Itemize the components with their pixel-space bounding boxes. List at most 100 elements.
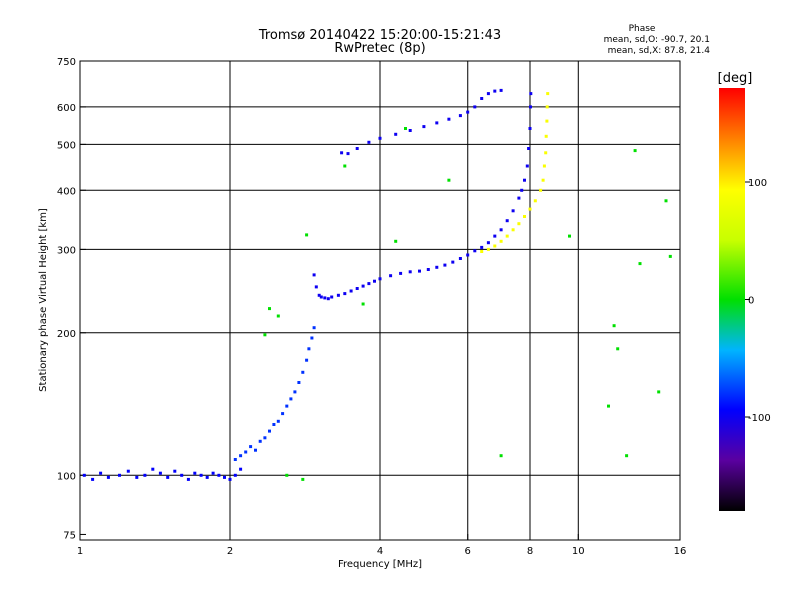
data-point (458, 257, 462, 260)
data-point (228, 477, 232, 481)
data-point (263, 436, 267, 440)
data-point (473, 249, 477, 253)
data-point (447, 117, 451, 121)
data-point (310, 336, 314, 340)
x-tick-label: 4 (377, 546, 383, 557)
data-point (367, 140, 371, 144)
axis-ticks: 1 2 4 6 8 10 16 75 100 200 300 400 500 600 750 (57, 57, 686, 557)
data-point (542, 164, 546, 168)
data-point (466, 110, 470, 114)
colorbar-tick-label: 100 (748, 178, 767, 189)
data-point (499, 228, 503, 232)
data-point (480, 250, 484, 253)
x-tick-label: 6 (465, 546, 471, 557)
data-point (408, 270, 412, 274)
data-point (612, 324, 616, 328)
y-tick-label: 100 (57, 471, 76, 482)
data-point (340, 151, 344, 155)
data-point (346, 152, 350, 156)
data-point (82, 473, 86, 477)
data-point (336, 293, 340, 297)
data-point (529, 92, 533, 96)
data-point (319, 295, 323, 299)
data-point (239, 467, 243, 471)
data-point (343, 164, 347, 168)
data-point (211, 471, 215, 475)
data-point (408, 129, 412, 132)
data-point (473, 105, 477, 109)
data-point (404, 127, 407, 130)
data-point (493, 244, 497, 248)
data-point (505, 219, 509, 223)
data-point (276, 419, 280, 423)
data-point (186, 477, 190, 481)
data-point (373, 279, 376, 283)
x-tick-label: 16 (674, 546, 687, 557)
data-point (528, 127, 532, 130)
data-point (527, 147, 531, 150)
data-point (166, 475, 170, 479)
data-point (545, 105, 549, 109)
data-point (268, 307, 271, 311)
data-point (616, 347, 620, 351)
data-point (422, 125, 426, 129)
data-point (126, 469, 130, 473)
data-point (399, 271, 403, 275)
data-point (466, 253, 470, 257)
chart-subtitle: RwPretec (8p) (334, 41, 425, 56)
data-point (349, 289, 353, 293)
data-point (285, 473, 289, 477)
stats-o-mode: mean, sd,O: -90.7, 20.1 (604, 35, 710, 45)
data-point (523, 215, 526, 218)
data-point (435, 265, 439, 269)
data-point (493, 234, 497, 238)
x-tick-label: 8 (527, 546, 533, 557)
data-point (523, 178, 526, 182)
data-point (486, 92, 490, 96)
data-point (499, 88, 503, 92)
data-point (118, 473, 121, 477)
data-point (657, 390, 661, 394)
data-point (638, 262, 642, 266)
data-point (276, 314, 280, 318)
data-point (517, 196, 521, 200)
data-point (99, 471, 103, 475)
colorbar-ticks: 100 0 -100 (745, 178, 771, 424)
data-point (499, 239, 503, 243)
data-point (511, 228, 515, 232)
data-point (367, 282, 371, 286)
data-point (361, 284, 365, 288)
data-point (625, 454, 629, 458)
data-point (330, 295, 334, 299)
data-point (217, 473, 221, 477)
data-point (180, 473, 184, 477)
y-tick-label: 75 (63, 530, 76, 541)
data-point (664, 199, 668, 203)
data-point (480, 97, 484, 100)
y-tick-label: 500 (57, 140, 76, 151)
x-tick-label: 10 (572, 546, 585, 557)
data-point (505, 234, 509, 238)
y-tick-label: 200 (57, 329, 76, 340)
data-point (378, 277, 382, 281)
data-point (317, 293, 321, 297)
data-point (545, 119, 549, 123)
data-point (281, 412, 285, 416)
y-tick-label: 750 (57, 57, 76, 68)
data-point (233, 473, 237, 477)
data-point (293, 390, 297, 394)
data-point (525, 164, 529, 168)
grid (80, 61, 680, 540)
data-point (223, 475, 226, 479)
x-tick-label: 1 (77, 546, 83, 557)
data-point (323, 296, 327, 300)
data-point (511, 209, 515, 213)
chart-title: Tromsø 20140422 15:20:00-15:21:43 (258, 28, 501, 43)
data-point (378, 136, 382, 140)
data-point (199, 473, 203, 477)
data-point (435, 121, 439, 125)
y-axis-label: Stationary phase Virtual Height [km] (38, 208, 49, 392)
data-point (312, 326, 316, 330)
data-point (289, 397, 293, 401)
data-point (343, 292, 347, 296)
